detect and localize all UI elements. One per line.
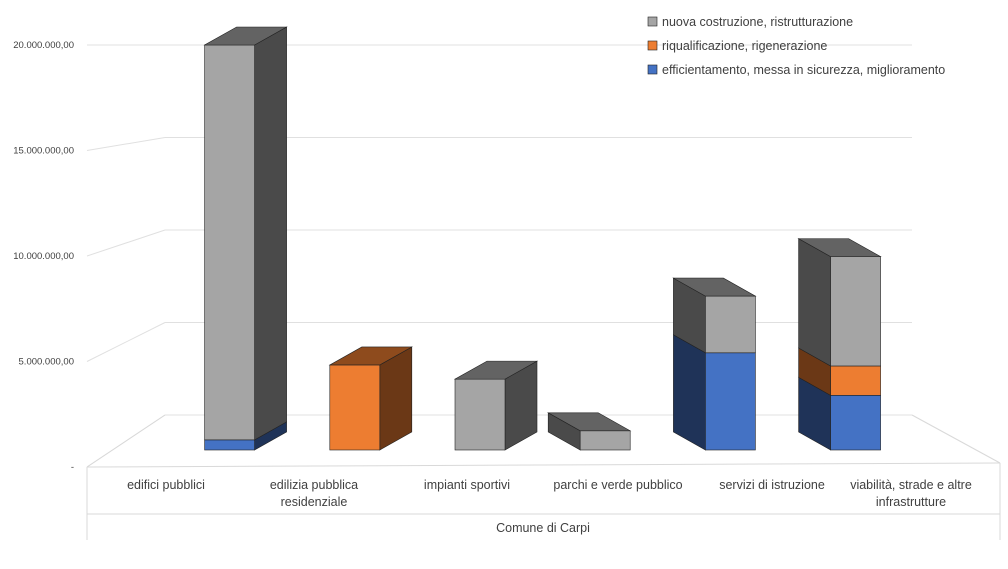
bar-stack bbox=[672, 277, 757, 451]
y-tick-label: 5.000.000,00 bbox=[19, 357, 74, 368]
y-tick-label: 10.000.000,00 bbox=[13, 251, 74, 262]
bar-segment bbox=[204, 44, 255, 441]
x-category-label: parchi e verde pubblico bbox=[553, 478, 682, 492]
y-tick-label: - bbox=[71, 462, 74, 473]
x-group-label: Comune di Carpi bbox=[496, 521, 590, 535]
legend-label: nuova costruzione, ristrutturazione bbox=[662, 15, 853, 29]
y-tick-label: 20.000.000,00 bbox=[13, 40, 74, 51]
bar-segment bbox=[830, 256, 881, 367]
bar-segment bbox=[454, 378, 506, 451]
bar-top bbox=[203, 26, 288, 46]
bar-segment bbox=[830, 395, 881, 451]
x-axis-line bbox=[86, 462, 1001, 468]
gridline-depth bbox=[86, 137, 166, 151]
bar-segment-side bbox=[798, 238, 831, 367]
bar-stack bbox=[453, 360, 539, 451]
x-category-label: impianti sportivi bbox=[424, 478, 510, 492]
bar-top bbox=[672, 277, 757, 297]
legend-swatch bbox=[647, 64, 658, 75]
bar-segment bbox=[329, 364, 381, 451]
bar-segment bbox=[705, 295, 756, 354]
bar-segment-side bbox=[254, 26, 287, 441]
x-category-label: edifici pubblici bbox=[127, 478, 205, 492]
bars bbox=[203, 26, 882, 451]
bar-top bbox=[547, 412, 632, 432]
gridline-depth bbox=[86, 322, 166, 362]
x-category-label: servizi di istruzione bbox=[719, 478, 825, 492]
bar-segment bbox=[830, 365, 881, 396]
bar-segment bbox=[579, 430, 631, 451]
legend-label: riqualificazione, rigenerazione bbox=[662, 39, 827, 53]
x-category-label: edilizia pubblica residenziale bbox=[270, 478, 358, 509]
bar-segment-side bbox=[673, 334, 706, 451]
floor-edge bbox=[911, 414, 1001, 464]
bar-top bbox=[797, 238, 882, 257]
bar-top bbox=[453, 360, 539, 380]
bar-segment bbox=[705, 352, 756, 451]
floor-edge bbox=[86, 414, 166, 468]
bar-stack bbox=[328, 346, 413, 451]
x-category-label: viabilità, strade e altre infrastrutture bbox=[850, 478, 972, 509]
legend-swatch bbox=[647, 16, 658, 27]
gridline-depth bbox=[86, 229, 166, 257]
legend-swatch bbox=[647, 40, 658, 51]
y-tick-label: 15.000.000,00 bbox=[13, 146, 74, 157]
legend: nuova costruzione, ristrutturazione riqua… bbox=[647, 15, 945, 77]
legend-label: efficientamento, messa in sicurezza, mig… bbox=[662, 63, 945, 77]
bar-top bbox=[328, 346, 413, 366]
bar-stack bbox=[547, 412, 632, 451]
bar-stack bbox=[203, 26, 288, 451]
bar-stack bbox=[797, 238, 882, 451]
chart-walls bbox=[86, 44, 1001, 468]
y-axis: - 5.000.000,00 10.000.000,00 15.000.000,00 2… bbox=[13, 40, 74, 473]
x-axis: edifici pubblici edilizia pubblica residen… bbox=[86, 463, 1001, 540]
bar-segment bbox=[204, 439, 255, 451]
